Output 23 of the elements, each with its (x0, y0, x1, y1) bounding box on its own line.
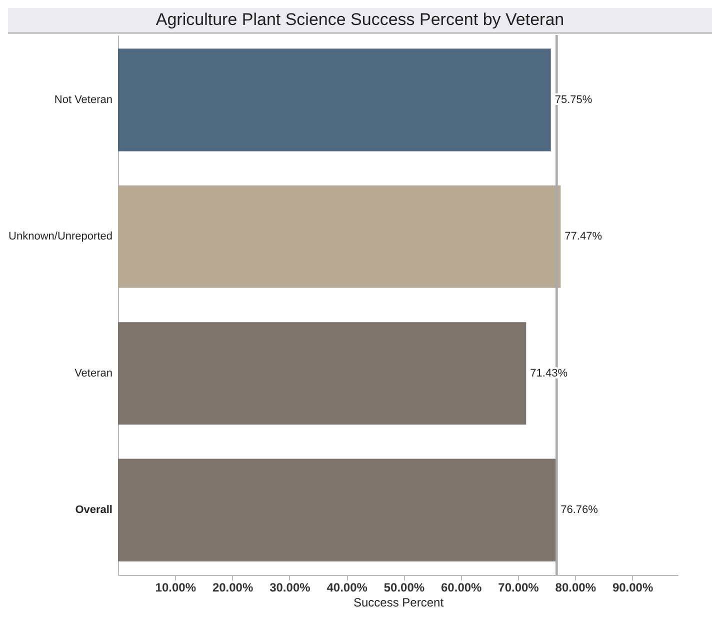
data-label: 75.75% (554, 94, 592, 106)
x-tick-label: 40.00% (326, 580, 368, 594)
bar (118, 322, 526, 425)
data-label: 76.76% (560, 504, 598, 516)
x-tick-label: 90.00% (612, 580, 654, 594)
y-tick-label: Not Veteran (54, 94, 112, 106)
x-tick-label: 70.00% (498, 580, 540, 594)
bar (118, 458, 557, 562)
x-tick-label: 80.00% (555, 580, 596, 594)
data-label: 71.43% (530, 367, 568, 380)
x-tick-label: 30.00% (270, 580, 311, 594)
x-tick-label: 10.00% (155, 580, 196, 594)
bar (118, 48, 551, 152)
y-tick-label: Unknown/Unreported (8, 230, 112, 243)
chart-title: Agriculture Plant Science Success Percent by Veteran (8, 8, 712, 34)
x-tick-label: 50.00% (384, 580, 425, 594)
x-axis-title: Success Percent (353, 596, 444, 610)
data-label: 77.47% (564, 230, 602, 243)
bar (118, 185, 561, 288)
y-tick-label: Overall (75, 504, 112, 516)
x-tick-label: 20.00% (212, 580, 254, 594)
x-tick-label: 60.00% (441, 580, 482, 594)
y-tick-label: Veteran (74, 367, 112, 380)
